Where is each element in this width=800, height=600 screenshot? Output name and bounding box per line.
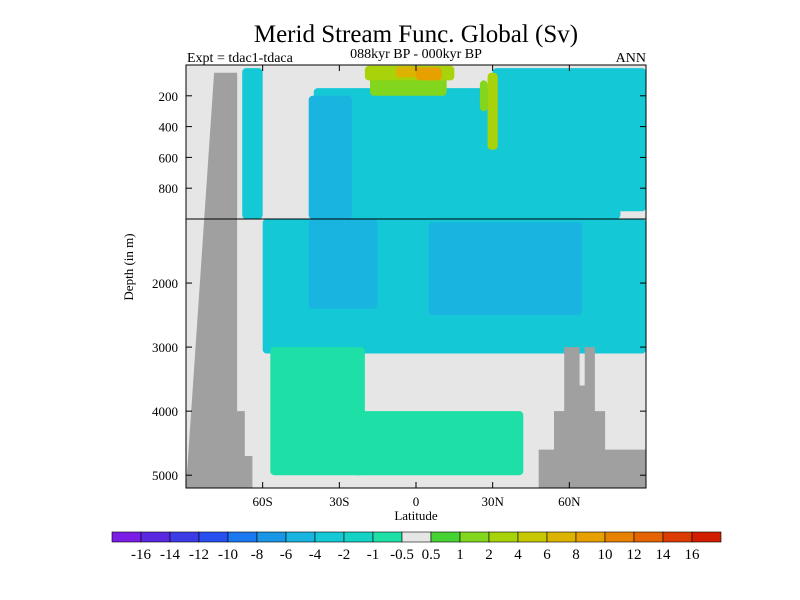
y-tick-label: 200	[159, 89, 179, 104]
y-tick-label: 4000	[152, 404, 178, 419]
x-tick-label: 60S	[253, 494, 273, 509]
y-tick-label: 5000	[152, 468, 178, 483]
colorbar-label: 6	[543, 547, 551, 563]
x-axis-label: Latitude	[394, 508, 438, 523]
experiment-label: Expt = tdac1-tdaca	[187, 51, 294, 66]
colorbar-label: -4	[309, 547, 322, 563]
chart-title: Merid Stream Func. Global (Sv)	[254, 21, 578, 48]
colorbar-label: -8	[251, 547, 264, 563]
colorbar-swatch	[604, 531, 635, 543]
colorbar-label: 4	[514, 547, 522, 563]
field-region-9	[492, 68, 646, 212]
colorbar-label: -14	[160, 547, 180, 563]
colorbar-swatch	[343, 531, 374, 543]
plot-area: 60S 30S 0 30N 60N 200 400 600 800 2000 3000 4000 50…	[152, 64, 647, 509]
ocean-floor-topography	[186, 72, 646, 488]
colorbar-label: 12	[627, 547, 642, 563]
y-tick-label: 600	[159, 150, 179, 165]
colorbar-swatch	[198, 531, 229, 543]
colorbar-swatch	[140, 531, 171, 543]
field-region-12	[395, 66, 422, 78]
colorbar-label: -12	[189, 547, 209, 563]
colorbar-swatch	[546, 531, 577, 543]
colorbar-label: 0.5	[422, 547, 441, 563]
colorbar-swatch	[401, 531, 432, 543]
field-region-14	[487, 72, 498, 150]
colorbar-swatch	[575, 531, 606, 543]
season-label: ANN	[616, 51, 646, 66]
colorbar-swatch	[256, 531, 287, 543]
colorbar-swatch	[691, 531, 722, 543]
time-range-label: 088kyr BP - 000kyr BP	[350, 47, 482, 62]
x-axis-ticks: 60S 30S 0 30N 60N	[253, 65, 581, 509]
y-tick-label: 400	[159, 120, 179, 135]
colorbar-swatch	[633, 531, 664, 543]
colorbar-swatch	[459, 531, 490, 543]
streamfunction-field	[232, 65, 646, 476]
field-region-6	[428, 222, 583, 316]
colorbar-label: -2	[338, 547, 351, 563]
field-region-8	[308, 95, 353, 219]
x-tick-label: 60N	[558, 494, 581, 509]
colorbar-label: 14	[656, 547, 672, 563]
field-region-3	[270, 347, 365, 476]
colorbar-label: -0.5	[390, 547, 414, 563]
colorbar-label: 8	[572, 547, 580, 563]
field-region-1	[242, 68, 263, 219]
colorbar-label: 16	[685, 547, 701, 563]
colorbar-swatch	[227, 531, 258, 543]
colorbar: -16 -14 -12 -10 -8 -6 -4 -2 -1 -0.5 0.5 1 2 4 6 8 10 12 14…	[111, 531, 722, 563]
field-region-13	[416, 67, 442, 81]
colorbar-swatch	[662, 531, 693, 543]
x-tick-label: 30N	[481, 494, 504, 509]
x-tick-label: 0	[413, 494, 420, 509]
colorbar-swatch	[430, 531, 461, 543]
colorbar-swatch	[111, 531, 142, 543]
x-tick-label: 30S	[329, 494, 349, 509]
colorbar-swatch	[372, 531, 403, 543]
y-tick-label: 800	[159, 181, 179, 196]
y-tick-label: 2000	[152, 276, 178, 291]
colorbar-label: -16	[131, 547, 151, 563]
colorbar-label: 1	[456, 547, 464, 563]
field-region-5	[308, 219, 378, 309]
field-region-15	[479, 80, 488, 112]
colorbar-label: -10	[218, 547, 238, 563]
colorbar-swatch	[488, 531, 519, 543]
y-tick-label: 3000	[152, 340, 178, 355]
y-axis-label: Depth (in m)	[121, 233, 136, 300]
colorbar-swatch	[169, 531, 200, 543]
colorbar-label: 2	[485, 547, 493, 563]
colorbar-label: 10	[598, 547, 613, 563]
colorbar-swatch	[517, 531, 548, 543]
field-region-4	[352, 411, 524, 476]
colorbar-label: -1	[367, 547, 380, 563]
colorbar-label: -6	[280, 547, 293, 563]
colorbar-swatch	[314, 531, 345, 543]
colorbar-swatch	[285, 531, 316, 543]
y-axis-ticks: 200 400 600 800 2000 3000 4000 5000	[152, 89, 646, 483]
